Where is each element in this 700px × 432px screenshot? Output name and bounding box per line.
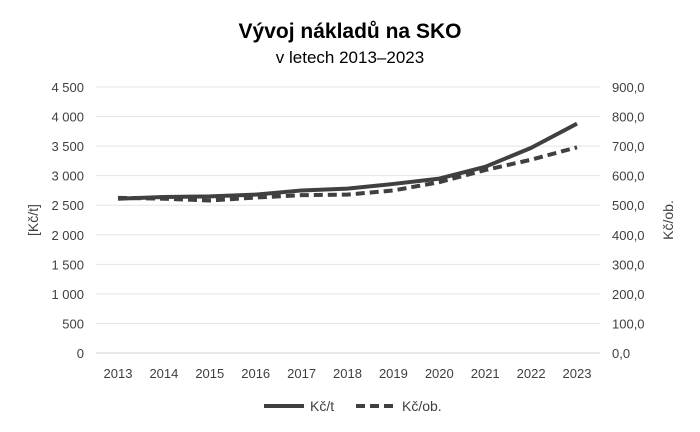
y2-tick-label: 300,0 xyxy=(612,257,645,272)
y-tick-label: 0 xyxy=(77,346,84,361)
x-tick-label: 2020 xyxy=(425,366,454,381)
legend-label: Kč/ob. xyxy=(402,398,442,414)
x-tick-label: 2015 xyxy=(195,366,224,381)
y-tick-label: 2 000 xyxy=(51,228,84,243)
x-tick-label: 2018 xyxy=(333,366,362,381)
x-tick-label: 2022 xyxy=(517,366,546,381)
y2-tick-label: 100,0 xyxy=(612,316,645,331)
series-line-kc-per-t xyxy=(117,121,578,201)
x-tick-label: 2023 xyxy=(563,366,592,381)
y-tick-label: 4 000 xyxy=(51,110,84,125)
x-tick-label: 2014 xyxy=(149,366,178,381)
y2-tick-label: 700,0 xyxy=(612,139,645,154)
legend-label: Kč/t xyxy=(310,398,334,414)
y2-axis-label: Kč/ob. xyxy=(660,200,676,240)
y2-tick-label: 0,0 xyxy=(612,346,630,361)
chart-subtitle: v letech 2013–2023 xyxy=(276,48,424,67)
y-tick-label: 1 500 xyxy=(51,257,84,272)
y-tick-label: 3 000 xyxy=(51,169,84,184)
y2-tick-label: 400,0 xyxy=(612,228,645,243)
x-tick-label: 2019 xyxy=(379,366,408,381)
y-tick-label: 500 xyxy=(62,316,84,331)
x-tick-label: 2016 xyxy=(241,366,270,381)
y2-tick-label: 200,0 xyxy=(612,287,645,302)
y2-tick-label: 500,0 xyxy=(612,198,645,213)
x-tick-label: 2017 xyxy=(287,366,316,381)
y-tick-label: 3 500 xyxy=(51,139,84,154)
y-tick-label: 4 500 xyxy=(51,80,84,95)
y2-tick-label: 800,0 xyxy=(612,110,645,125)
y2-tick-label: 900,0 xyxy=(612,80,645,95)
chart-title: Vývoj nákladů na SKO xyxy=(239,20,462,43)
y2-tick-label: 600,0 xyxy=(612,169,645,184)
y-tick-label: 1 000 xyxy=(51,287,84,302)
y-tick-label: 2 500 xyxy=(51,198,84,213)
x-tick-label: 2013 xyxy=(104,366,133,381)
legend: Kč/t Kč/ob. xyxy=(264,398,442,414)
x-tick-label: 2021 xyxy=(471,366,500,381)
y-axis-label: [Kč/t] xyxy=(25,204,41,236)
